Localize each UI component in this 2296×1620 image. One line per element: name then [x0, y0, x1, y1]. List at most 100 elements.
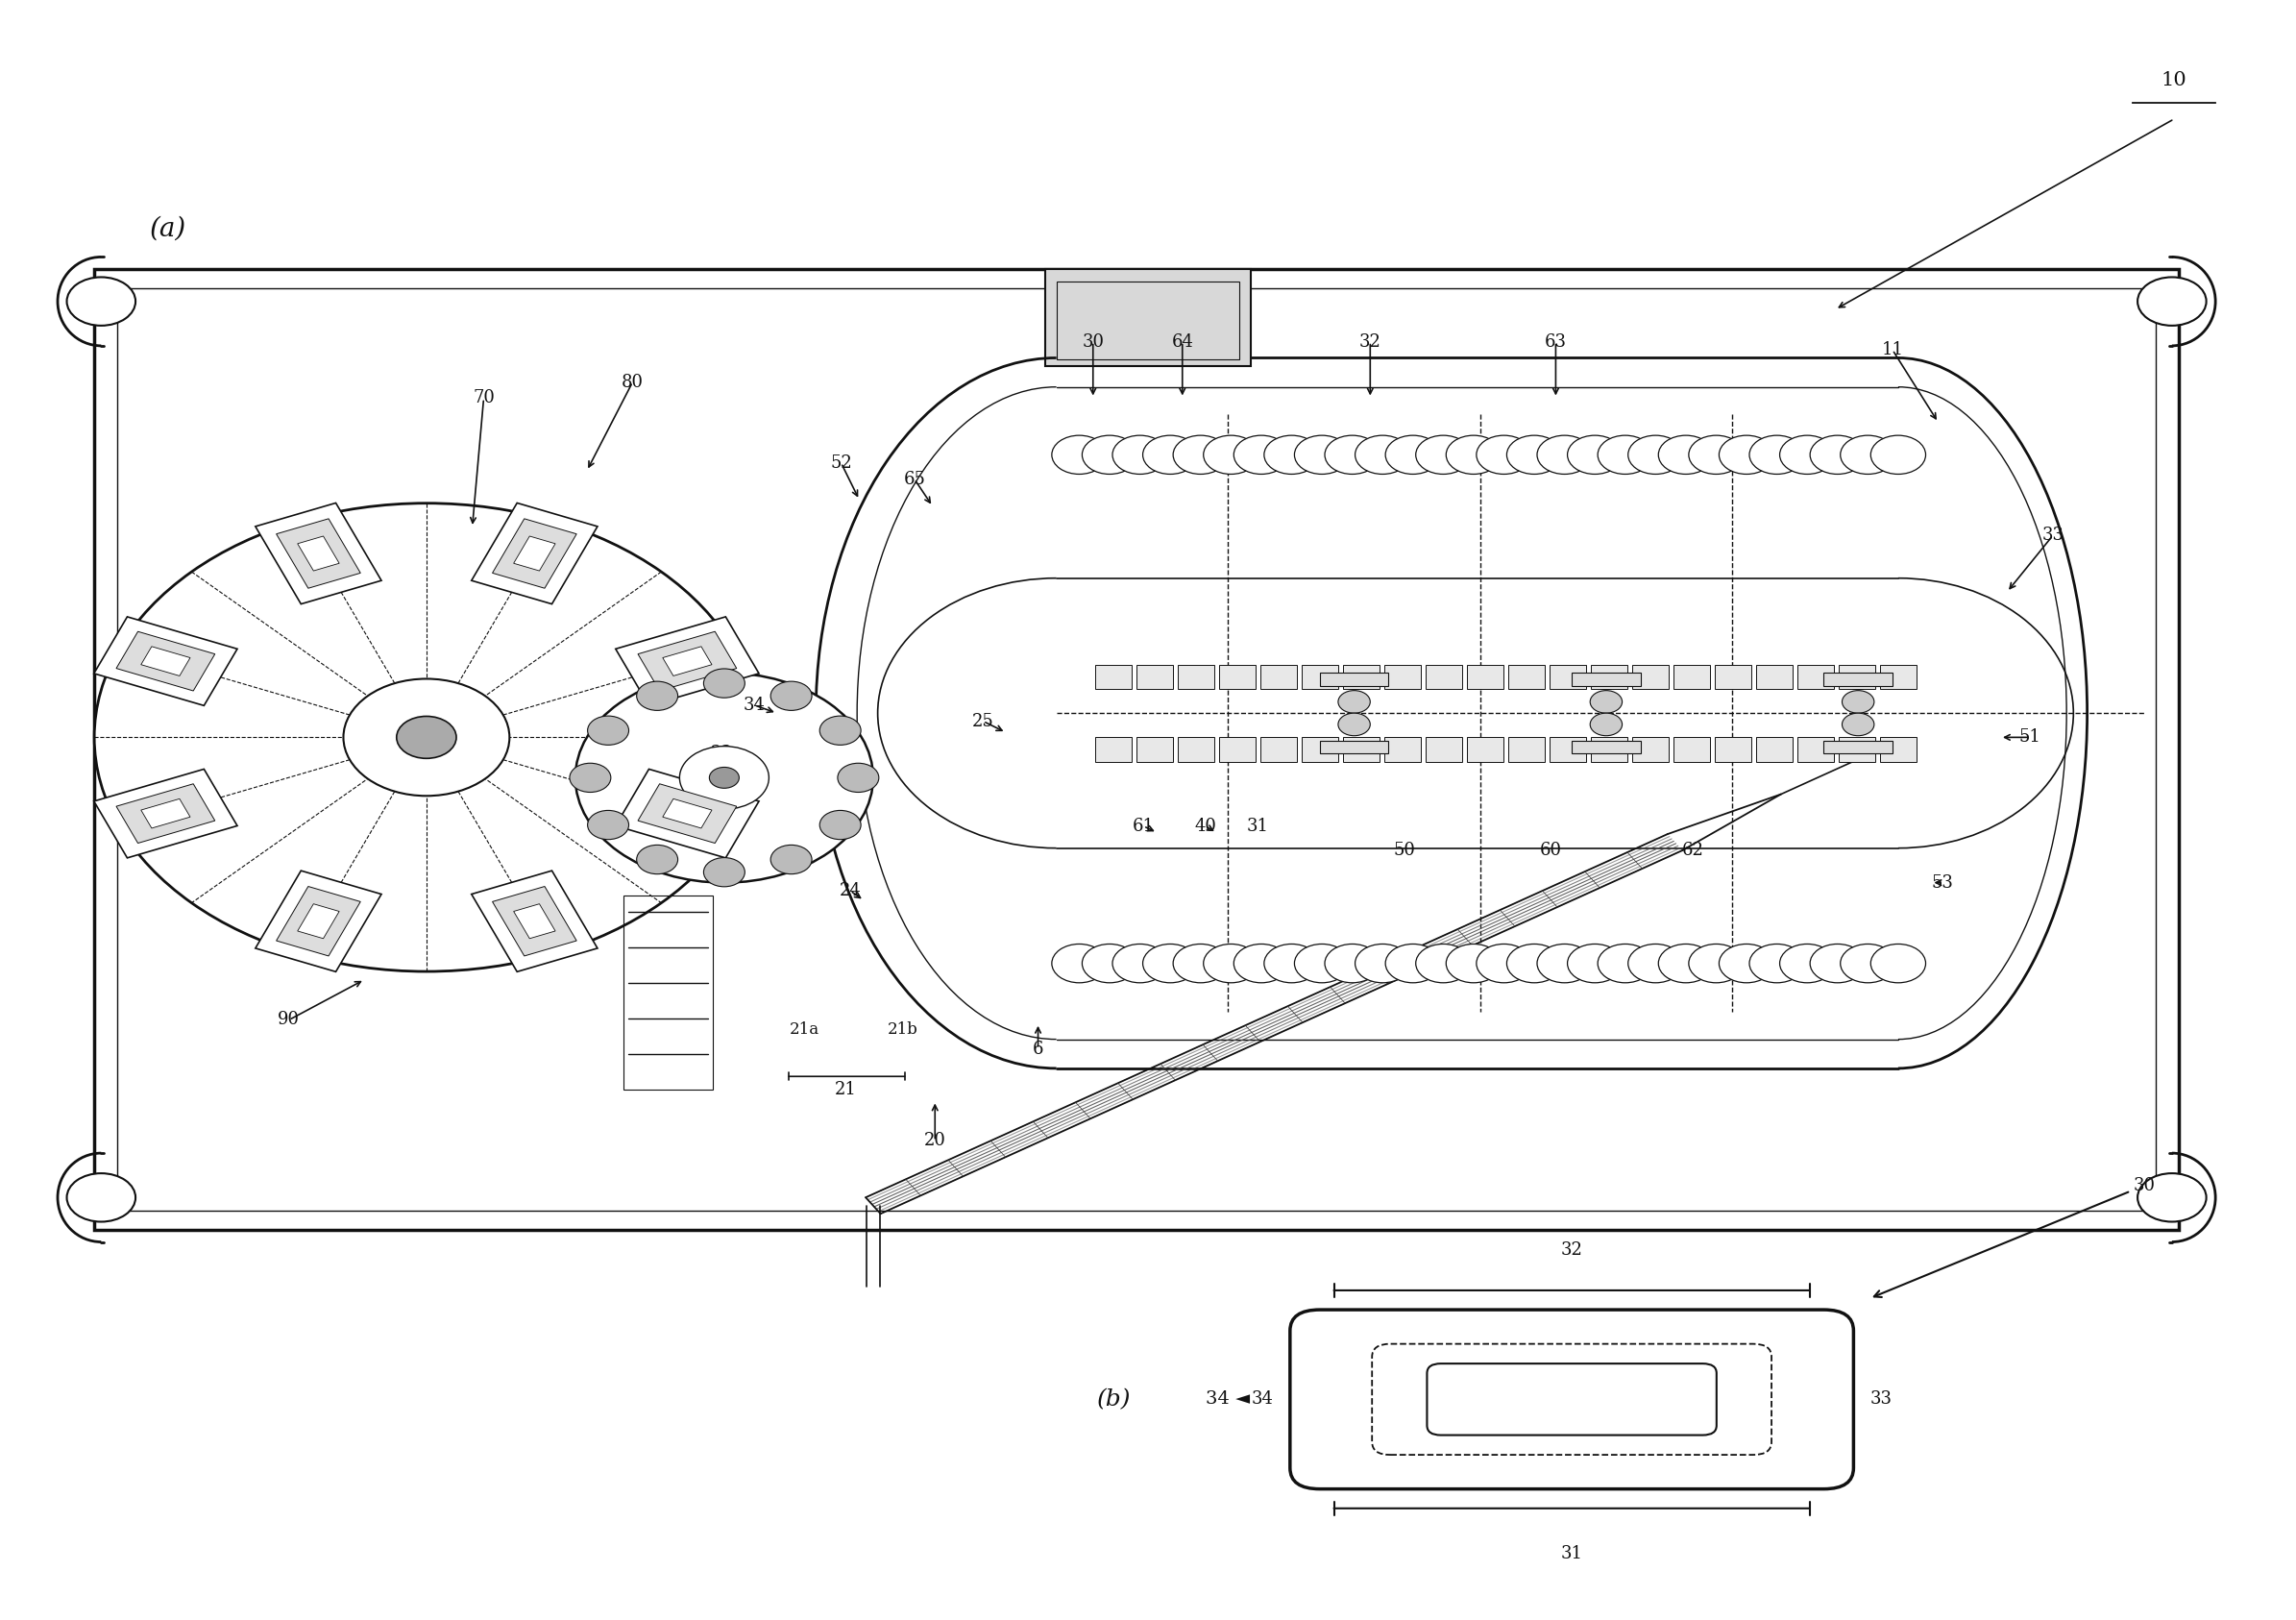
- Circle shape: [1417, 436, 1472, 475]
- Circle shape: [838, 763, 879, 792]
- Bar: [1320, 740, 1389, 753]
- Circle shape: [1658, 944, 1713, 983]
- Polygon shape: [94, 617, 236, 706]
- Circle shape: [397, 716, 457, 758]
- Circle shape: [1809, 944, 1864, 983]
- Polygon shape: [615, 769, 760, 859]
- Polygon shape: [276, 886, 360, 956]
- Circle shape: [1591, 690, 1623, 713]
- Bar: [1573, 740, 1642, 753]
- Polygon shape: [140, 799, 191, 828]
- Bar: [1178, 664, 1215, 689]
- Circle shape: [820, 716, 861, 745]
- FancyBboxPatch shape: [1290, 1309, 1853, 1489]
- Circle shape: [1750, 436, 1805, 475]
- Circle shape: [1536, 436, 1591, 475]
- Polygon shape: [615, 617, 760, 706]
- Text: 31: 31: [1247, 818, 1270, 834]
- Text: 33: 33: [2041, 526, 2064, 544]
- Circle shape: [1265, 436, 1320, 475]
- Circle shape: [1052, 436, 1107, 475]
- Circle shape: [1628, 944, 1683, 983]
- Circle shape: [1355, 436, 1410, 475]
- Text: 32: 32: [1561, 1241, 1582, 1259]
- Circle shape: [1536, 944, 1591, 983]
- Polygon shape: [255, 502, 381, 604]
- Text: 21a: 21a: [790, 1022, 820, 1038]
- Bar: [1715, 664, 1752, 689]
- Circle shape: [569, 763, 611, 792]
- Bar: [1756, 664, 1793, 689]
- Text: 23a: 23a: [709, 745, 742, 761]
- Circle shape: [1841, 713, 1874, 735]
- Text: 34: 34: [744, 697, 765, 714]
- Circle shape: [344, 679, 510, 795]
- Text: 6: 6: [1033, 1040, 1045, 1058]
- Circle shape: [1598, 944, 1653, 983]
- Bar: [1426, 664, 1463, 689]
- Circle shape: [820, 810, 861, 839]
- Bar: [1045, 269, 1251, 366]
- Text: 65: 65: [902, 470, 925, 488]
- Bar: [1591, 664, 1628, 689]
- Circle shape: [1779, 436, 1835, 475]
- Polygon shape: [471, 870, 597, 972]
- Polygon shape: [276, 518, 360, 588]
- Circle shape: [1295, 944, 1350, 983]
- Circle shape: [771, 682, 813, 711]
- Polygon shape: [117, 784, 216, 842]
- Bar: [1095, 664, 1132, 689]
- Circle shape: [1871, 944, 1926, 983]
- Circle shape: [588, 716, 629, 745]
- Bar: [1573, 672, 1642, 685]
- Text: 11: 11: [1880, 342, 1903, 358]
- Bar: [1219, 737, 1256, 761]
- Bar: [1056, 282, 1240, 360]
- Polygon shape: [255, 870, 381, 972]
- Text: 50: 50: [1394, 842, 1417, 859]
- Bar: [1426, 737, 1463, 761]
- Circle shape: [94, 504, 758, 972]
- Text: 34: 34: [1251, 1390, 1274, 1408]
- FancyBboxPatch shape: [1373, 1345, 1773, 1455]
- Text: 10: 10: [2161, 71, 2188, 89]
- Text: 61: 61: [1132, 818, 1155, 834]
- Bar: [1798, 737, 1835, 761]
- Text: (b): (b): [1097, 1388, 1130, 1411]
- Text: 80: 80: [622, 374, 643, 390]
- Bar: [1756, 737, 1793, 761]
- Bar: [94, 269, 2179, 1230]
- Polygon shape: [140, 646, 191, 676]
- Bar: [1384, 664, 1421, 689]
- Circle shape: [1384, 944, 1440, 983]
- Bar: [1261, 737, 1297, 761]
- Circle shape: [1143, 436, 1199, 475]
- Circle shape: [1052, 944, 1107, 983]
- Circle shape: [1325, 436, 1380, 475]
- Circle shape: [1591, 713, 1623, 735]
- Text: 60: 60: [1541, 842, 1561, 859]
- Circle shape: [67, 277, 135, 326]
- Polygon shape: [117, 632, 216, 690]
- Text: (a): (a): [149, 215, 186, 241]
- Bar: [1591, 737, 1628, 761]
- Circle shape: [1143, 944, 1199, 983]
- Circle shape: [1598, 436, 1653, 475]
- Circle shape: [1476, 436, 1531, 475]
- Circle shape: [1446, 436, 1502, 475]
- Text: 52: 52: [831, 454, 852, 471]
- Bar: [1261, 664, 1297, 689]
- Text: 30A: 30A: [1614, 1393, 1644, 1408]
- FancyBboxPatch shape: [1428, 1364, 1717, 1435]
- Bar: [1674, 737, 1711, 761]
- Circle shape: [636, 846, 677, 875]
- Polygon shape: [638, 632, 737, 690]
- Polygon shape: [514, 536, 556, 570]
- Bar: [1508, 664, 1545, 689]
- Bar: [1715, 737, 1752, 761]
- Bar: [1798, 664, 1835, 689]
- Circle shape: [1720, 944, 1775, 983]
- Text: 64: 64: [1171, 334, 1194, 350]
- Circle shape: [680, 747, 769, 810]
- Text: 40: 40: [1194, 818, 1217, 834]
